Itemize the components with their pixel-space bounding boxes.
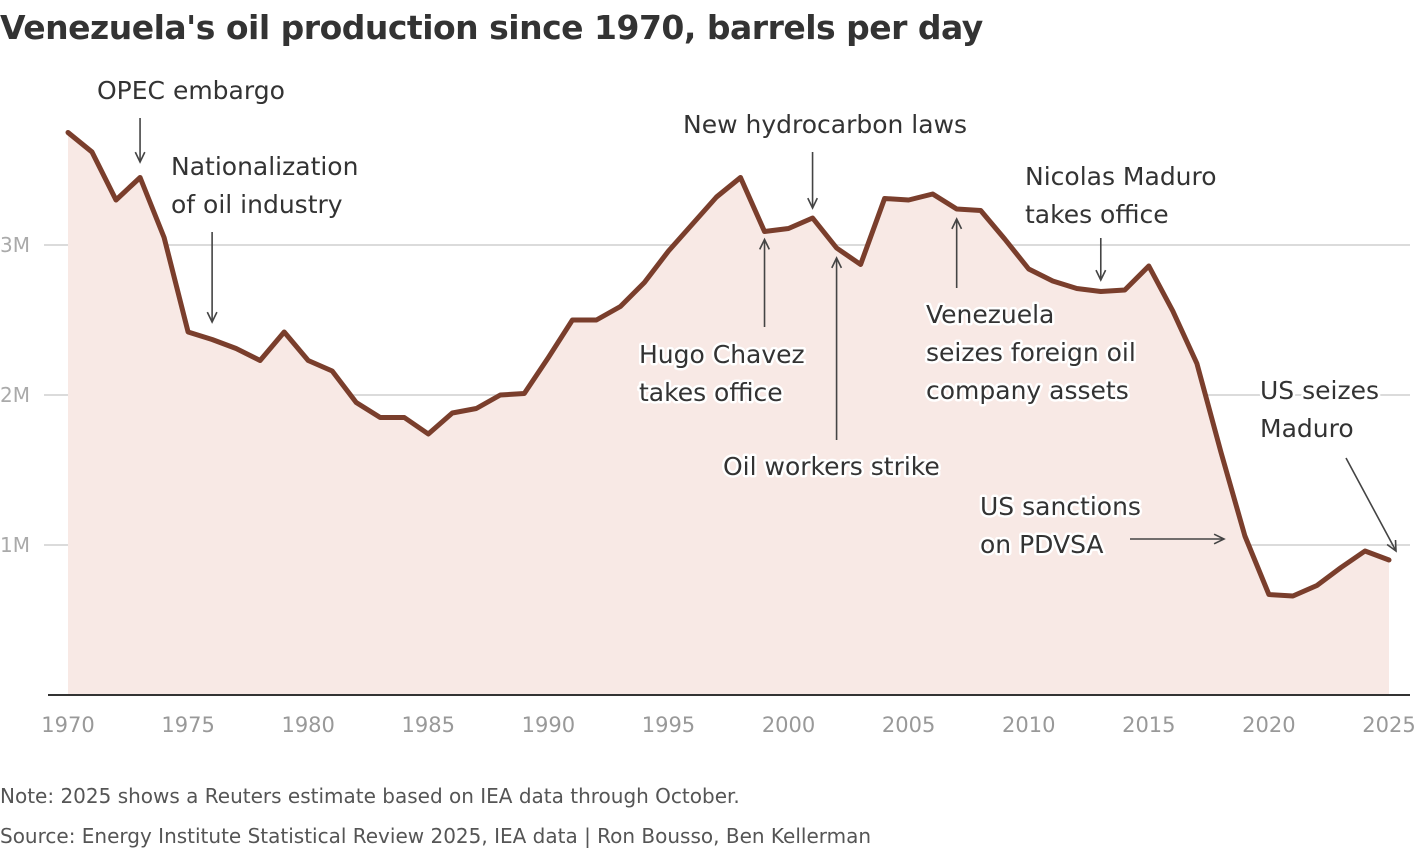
- annotation-arrow: [807, 152, 819, 210]
- y-tick-label: 2M: [0, 383, 30, 407]
- source-note: Source: Energy Institute Statistical Rev…: [0, 824, 872, 848]
- x-tick-label: 1980: [281, 713, 334, 737]
- production-area: [68, 132, 1389, 695]
- annotation-label: Oil workers strike: [723, 452, 940, 481]
- annotation-label: US seizes: [1260, 376, 1379, 405]
- x-tick-label: 1990: [522, 713, 575, 737]
- x-tick-label: 1975: [161, 713, 214, 737]
- x-tick-label: 2015: [1122, 713, 1175, 737]
- x-tick-label: 1995: [642, 713, 695, 737]
- annotation-label: Hugo Chavez: [639, 340, 805, 369]
- annotation-label: on PDVSA: [980, 530, 1104, 559]
- annotation-arrow: [951, 217, 963, 288]
- arrow-head: [951, 217, 963, 230]
- annotation-label: New hydrocarbon laws: [683, 110, 967, 139]
- annotation-arrow: [831, 256, 843, 440]
- annotation-label: Maduro: [1260, 414, 1354, 443]
- x-tick-label: 1970: [41, 713, 94, 737]
- annotation-arrow: [134, 118, 146, 164]
- x-tick-label: 2020: [1242, 713, 1295, 737]
- y-tick-label: 1M: [0, 533, 30, 557]
- annotation-label: takes office: [639, 378, 783, 407]
- annotation-label: Nationalization: [171, 152, 358, 181]
- footnote: Note: 2025 shows a Reuters estimate base…: [0, 784, 740, 808]
- x-tick-label: 2010: [1002, 713, 1055, 737]
- x-tick-label: 2000: [762, 713, 815, 737]
- production-line: [65, 130, 1392, 599]
- arrow-head: [807, 197, 819, 210]
- arrow-head: [1386, 539, 1397, 553]
- annotations: OPEC embargo Nationalization of oil indust…: [95, 74, 1382, 562]
- x-tick-label: 2005: [882, 713, 935, 737]
- annotation-label: takes office: [1025, 200, 1169, 229]
- arrow-head: [1213, 533, 1226, 545]
- x-axis-ticks: 1970 1975 1980 1985 1990 1995 2000 2005 2010 2015…: [41, 713, 1415, 737]
- annotation-arrow: [1130, 533, 1226, 545]
- y-tick-label: 3M: [0, 233, 30, 257]
- annotation-label: of oil industry: [171, 190, 343, 219]
- annotation-label: Nicolas Maduro: [1025, 162, 1217, 191]
- annotation-arrow: [1095, 238, 1107, 282]
- annotation-arrow: [1345, 457, 1397, 553]
- chart-title: Venezuela's oil production since 1970, b…: [0, 8, 983, 47]
- x-tick-label: 2025: [1362, 713, 1415, 737]
- arrow-head: [1095, 269, 1107, 282]
- arrow-head: [206, 311, 218, 324]
- arrow-shaft: [1345, 457, 1397, 552]
- arrow-head: [758, 237, 771, 250]
- y-axis-ticks: 1M 2M 3M: [0, 233, 30, 557]
- annotation-arrows: [134, 118, 1397, 553]
- annotation-label: OPEC embargo: [97, 76, 285, 105]
- x-tick-label: 1985: [402, 713, 455, 737]
- annotation-label: seizes foreign oil: [926, 338, 1136, 367]
- arrow-head: [134, 151, 146, 164]
- annotation-label: company assets: [926, 376, 1129, 405]
- annotation-arrow: [758, 237, 771, 327]
- annotation-arrow: [206, 232, 218, 324]
- annotation-label: US sanctions: [980, 492, 1141, 521]
- arrow-head: [831, 256, 843, 269]
- annotation-label: Venezuela: [926, 300, 1054, 329]
